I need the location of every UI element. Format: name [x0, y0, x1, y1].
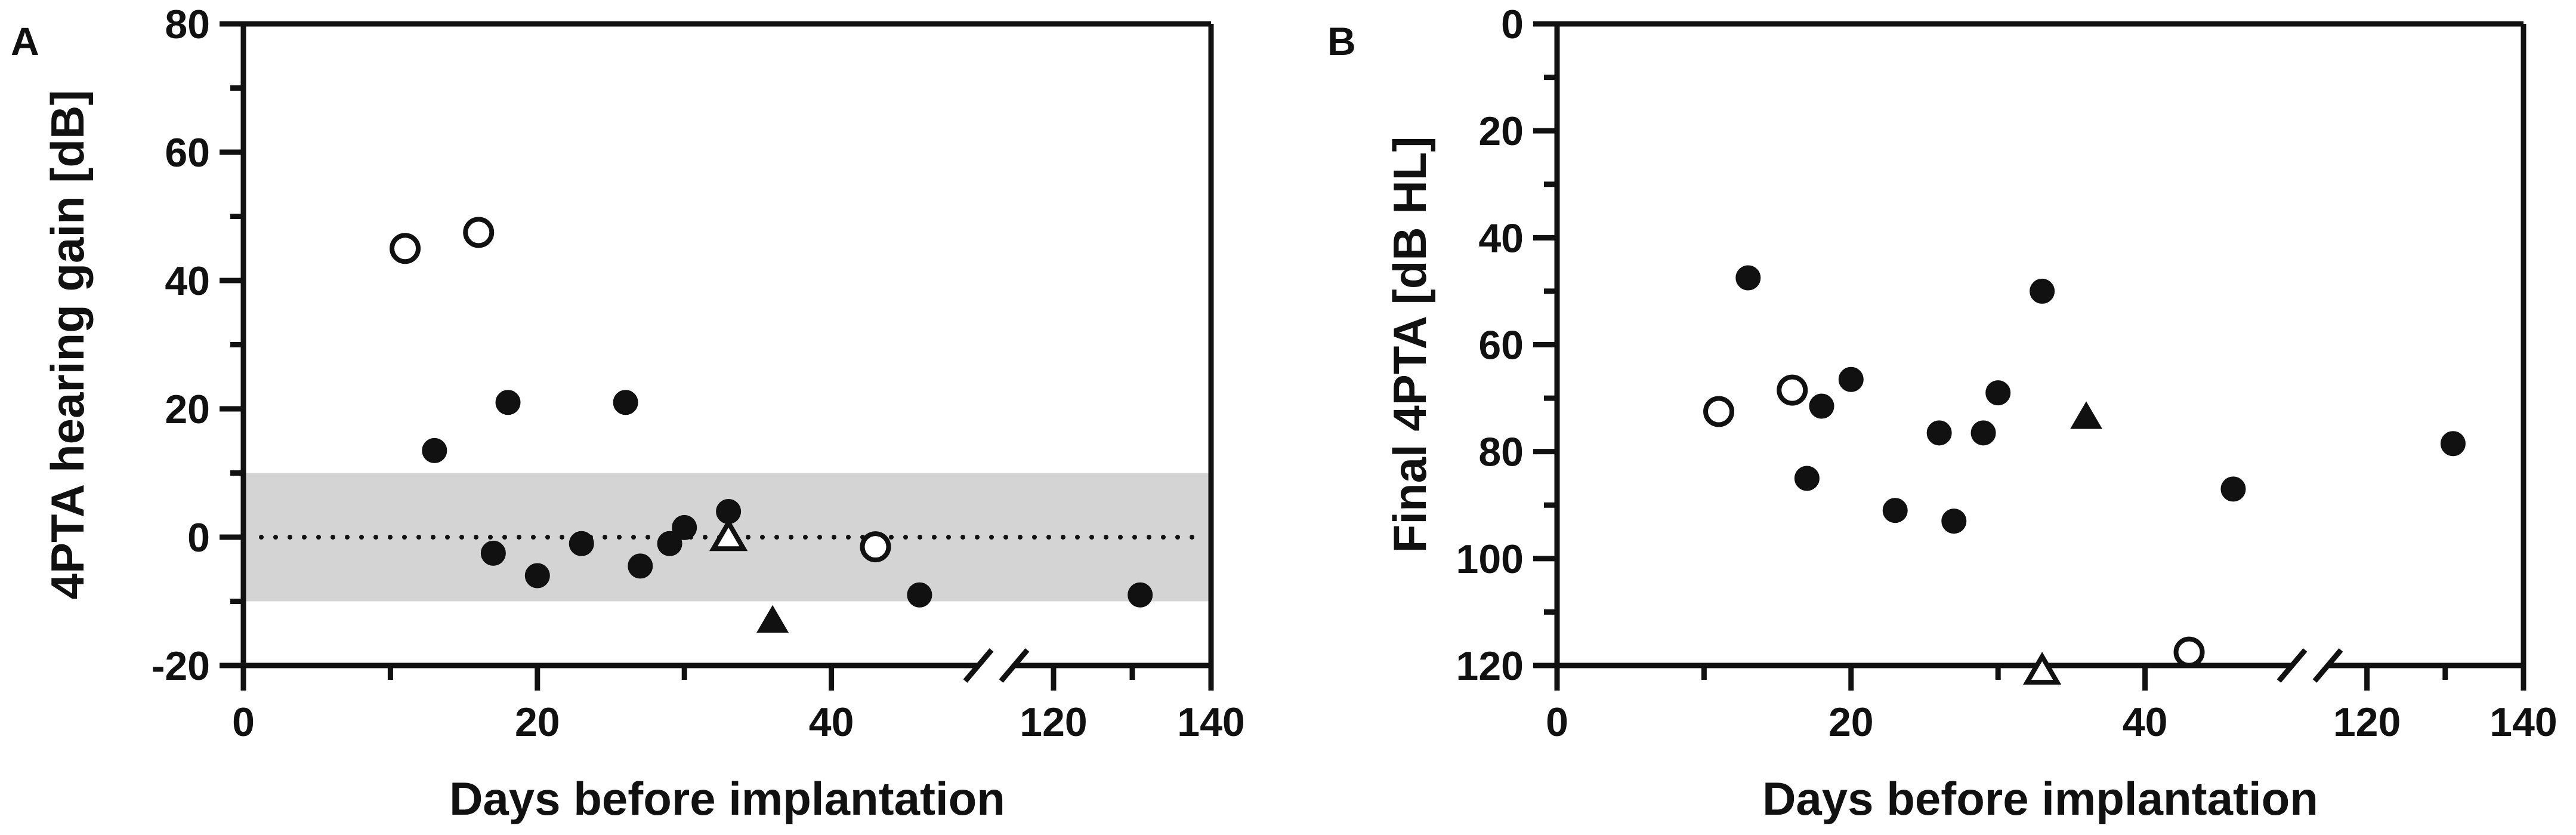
panel-a-y-tick-label: 40	[165, 258, 210, 304]
panel-a-x-tick-label: 0	[232, 700, 255, 745]
panel-a-data-point-filled-circle	[495, 390, 521, 415]
panel-b-x-tick-label: 0	[1546, 700, 1568, 745]
panel-a-axis-break-mark	[963, 648, 994, 683]
panel-b-data-point-filled-circle	[1838, 366, 1864, 392]
panel-b-data-point-filled-circle	[2220, 476, 2246, 502]
panel-a-data-point-filled-circle	[613, 390, 638, 415]
panel-b-y-axis-label: Final 4PTA [dB HL]	[1383, 137, 1436, 553]
panel-a-data-point-filled-circle	[569, 531, 594, 556]
panel-b-data-point-filled-circle	[1970, 420, 1996, 446]
panel-b-axis-break-mark	[2277, 648, 2308, 683]
panel-b-y-tick-label: 20	[1478, 109, 1524, 154]
panel-a-x-tick-label: 140	[1177, 700, 1244, 745]
panel-a-axis-break-mark	[999, 648, 1030, 683]
panel-a-y-tick-label: 80	[165, 2, 210, 47]
panel-a-x-tick-label: 120	[1020, 700, 1087, 745]
panel-b-data-point-filled-circle	[1926, 420, 1952, 446]
panel-a-x-tick-label: 40	[809, 700, 854, 745]
panel-a-letter: A	[11, 19, 39, 63]
panel-a: -20 0 20 40 60 80 0 20 40 120 140 Days before impla…	[11, 2, 1245, 825]
panel-a-data-point-filled-circle	[480, 540, 506, 566]
panel-b-data-point-filled-circle	[1882, 498, 1908, 523]
panel-b-y-tick-label: 0	[1501, 2, 1524, 47]
panel-a-y-tick-label: -20	[152, 643, 210, 689]
panel-a-data-point-filled-circle	[672, 514, 697, 540]
panel-b-y-tick-label: 40	[1478, 215, 1524, 261]
panel-a-data-point-open-circle	[860, 531, 891, 563]
panel-a-data-point-open-triangle	[709, 518, 748, 551]
panel-b-data-point-open-circle	[2173, 636, 2205, 668]
panel-b-data-point-filled-circle	[1809, 393, 1834, 419]
panel-a-y-tick-label: 0	[187, 515, 210, 560]
panel-a-data-point-filled-circle	[657, 531, 682, 556]
panel-b-y-tick-label: 100	[1456, 537, 1524, 582]
panel-b-data-point-filled-triangle	[2070, 401, 2102, 429]
panel-b-x-tick-label: 140	[2489, 700, 2557, 745]
panel-a-data-point-filled-circle	[524, 563, 550, 588]
panel-b-data-point-filled-circle	[2440, 431, 2466, 457]
panel-a-data-point-filled-triangle	[756, 605, 789, 633]
panel-b-data-point-open-circle	[1703, 396, 1735, 427]
panel-a-data-point-filled-circle	[907, 582, 932, 608]
panel-b-data-point-filled-circle	[1985, 380, 2011, 406]
panel-a-y-axis-label: 4PTA hearing gain [dB]	[41, 90, 94, 600]
panel-a-data-point-open-circle	[390, 233, 421, 264]
panel-a-data-point-filled-circle	[1128, 582, 1153, 608]
panel-a-data-point-filled-circle	[628, 553, 653, 579]
panel-b-x-tick-label: 20	[1828, 700, 1874, 745]
panel-b: 0 20 40 60 80 100 120 0 20 40 120 140 Days before im…	[1327, 2, 2558, 825]
panel-a-x-axis-label: Days before implantation	[449, 772, 1005, 825]
panel-b-data-point-filled-circle	[1941, 509, 1967, 534]
panel-b-data-point-open-triangle	[2022, 652, 2062, 685]
panel-a-y-tick-label: 60	[165, 130, 210, 175]
panel-b-y-tick-label: 120	[1456, 643, 1524, 689]
panel-a-data-point-filled-circle	[422, 437, 447, 463]
panel-b-data-point-open-circle	[1777, 374, 1808, 406]
panel-a-y-tick-label: 20	[165, 387, 210, 432]
panel-b-data-point-filled-circle	[2030, 278, 2055, 304]
panel-b-x-tick-label: 120	[2333, 700, 2401, 745]
panel-a-data-point-open-circle	[463, 217, 495, 248]
panel-b-y-tick-label: 80	[1478, 430, 1524, 475]
panel-b-data-point-filled-circle	[1794, 466, 1820, 491]
panel-b-x-tick-label: 40	[2123, 700, 2168, 745]
panel-b-axis-break-mark	[2312, 648, 2343, 683]
panel-a-x-tick-label: 20	[515, 700, 560, 745]
panel-b-x-axis-label: Days before implantation	[1762, 772, 2318, 825]
panel-b-data-point-filled-circle	[1735, 265, 1761, 291]
panel-b-letter: B	[1327, 19, 1356, 63]
panel-b-y-tick-label: 60	[1478, 323, 1524, 368]
